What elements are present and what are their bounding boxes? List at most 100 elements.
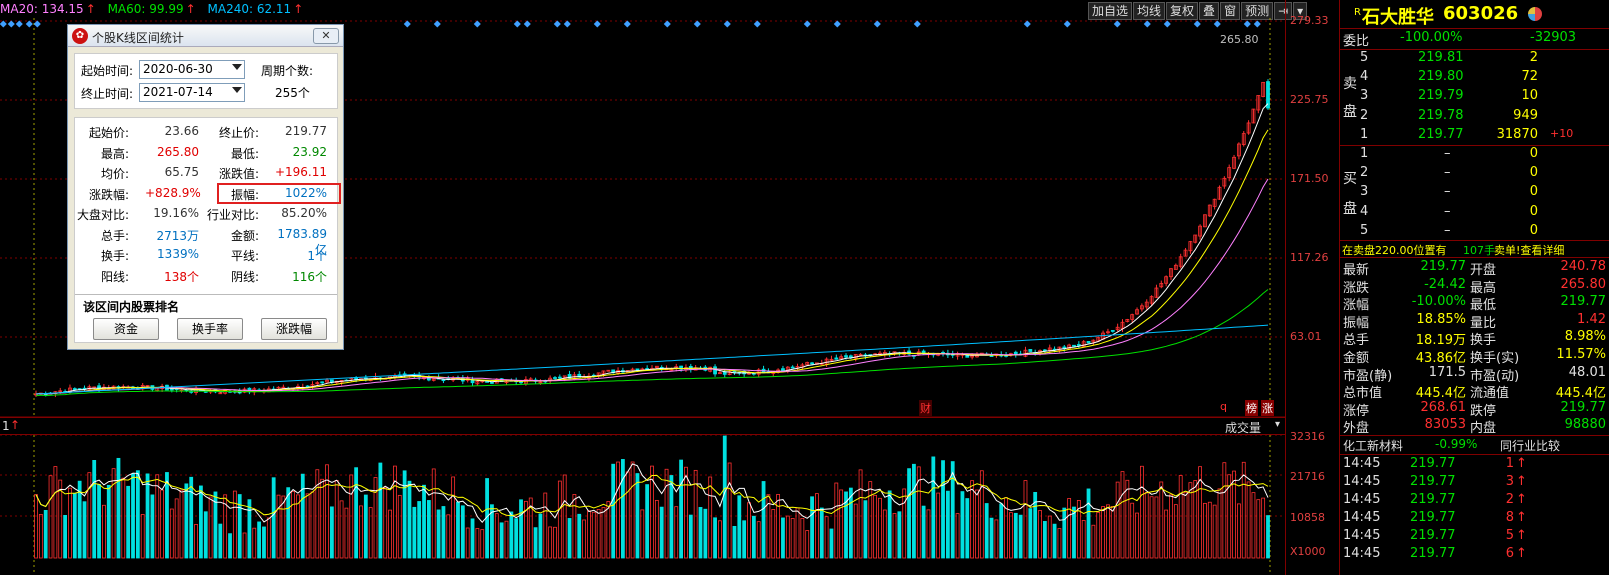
pie-chart-icon[interactable] [1528,7,1542,21]
volume-bar [863,500,868,559]
volume-bar [300,473,305,559]
finance-marker[interactable]: 财 [919,400,932,416]
ma-lines-button[interactable]: 均线 [1133,2,1166,20]
event-markers [0,20,1261,28]
volume-bar [397,494,402,559]
candle-body [1207,204,1212,217]
volume-indicator-label[interactable]: 成交量 [1225,421,1262,435]
buy-order-row[interactable]: 5 – 0 [1340,223,1609,243]
sell-order-row[interactable]: 5 219.81 2 [1340,50,1609,70]
price-chart[interactable] [0,18,1339,418]
stat-label: 换手: [100,249,129,263]
window-button[interactable]: 窗 [1220,2,1241,20]
quote-label: 跌停 [1470,403,1497,419]
candle-body [596,372,601,376]
industry-name[interactable]: 化工新材料 [1343,439,1404,453]
volume-dropdown-icon[interactable]: ▾ [1275,419,1281,430]
volume-bar [451,476,456,559]
candle-body [1130,314,1135,320]
rank-turnover-button[interactable]: 换手率 [177,318,243,340]
candle-body [1198,225,1202,237]
price: 219.79 [1418,88,1464,104]
sell-order-row[interactable]: 1 219.77 31870 +10 [1340,127,1609,147]
volume-bar [291,491,295,559]
volume-bar [984,503,989,559]
quote-value: 98880 [1564,417,1606,433]
forecast-button[interactable]: 预测 [1241,2,1274,20]
volume-bar [562,474,567,559]
event-marker [7,20,15,28]
tick-time: 14:45 [1343,510,1381,525]
candle-body [1266,81,1270,109]
q-marker[interactable]: q [1220,400,1227,413]
overlay-button[interactable]: 叠 [1199,2,1220,20]
industry-pct: -0.99% [1435,437,1478,451]
volume-bar [718,520,722,559]
level: 4 [1360,203,1369,219]
buy-order-row[interactable]: 4 – 0 [1340,204,1609,224]
volume-bar [519,499,523,559]
candle-body [1047,347,1052,351]
adjust-price-button[interactable]: 复权 [1166,2,1199,20]
close-button[interactable]: ✕ [313,28,339,44]
buy-order-row[interactable]: 1 – 0 [1340,146,1609,166]
volume-bar [426,500,431,559]
volume-bar [897,511,902,559]
volume-chart[interactable] [0,435,1339,575]
quote-value: 1.42 [1577,311,1606,327]
candle-body [490,382,494,384]
volume-bar [368,507,373,559]
up-arrow-icon: ↑ [1516,528,1527,543]
tick-price: 219.77 [1410,456,1456,471]
sell-order-row[interactable]: 3 219.79 10 [1340,88,1609,108]
sell-order-row[interactable]: 4 219.80 72 [1340,69,1609,89]
volume-bar [237,494,242,559]
volume-bar [858,469,863,559]
volume-bar [538,513,543,559]
event-marker [833,20,841,28]
industry-row[interactable]: 化工新材料 -0.99% 同行业比较 [1340,436,1609,454]
limit-up-marker[interactable]: 涨 [1261,400,1274,416]
add-favorite-button[interactable]: 加自选 [1088,2,1133,20]
rank-change-button[interactable]: 涨跌幅 [261,318,327,340]
quote-label: 市盈(静) [1343,368,1393,384]
sell-order-row[interactable]: 2 219.78 949 [1340,108,1609,128]
quote-label: 振幅 [1343,315,1370,331]
notice-text: 在卖盘220.00位置有 [1342,244,1447,257]
rank-fund-button[interactable]: 资金 [93,318,159,340]
buy-order-row[interactable]: 3 – 0 [1340,184,1609,204]
volume-bar [1169,494,1173,559]
stat-value: 138个 [164,269,199,284]
dialog-titlebar[interactable]: ✿ 个股K线区间统计 ✕ [68,25,343,47]
volume-bar [679,459,684,559]
notice-link[interactable]: 卖单!查看详细 [1494,244,1565,257]
event-marker [1213,20,1221,28]
stat-label: 金额: [230,228,259,243]
candle-body [1236,143,1241,157]
ma-legend: MA20: 134.15 ↑ MA60: 99.99 ↑ MA240: 62.11 ↑ [0,0,1285,18]
stat-label: 总手: [100,228,129,243]
candle-body [1232,156,1236,169]
pin-icon[interactable]: ⇥ [1274,2,1293,20]
buy-order-row[interactable]: 2 – 0 [1340,165,1609,185]
volume-bar [1106,504,1110,559]
ma20-label: MA20: 134.15 [0,2,84,16]
volume-bar [737,495,742,559]
rank-marker[interactable]: 榜 [1245,400,1258,416]
tick-volume: 8 [1505,510,1514,525]
tick-time: 14:45 [1343,492,1381,507]
dropdown-icon[interactable]: ▾ [1293,2,1308,20]
order-notice[interactable]: 在卖盘220.00位置有 107手 卖单!查看详细 [1340,241,1609,261]
volume-bar [567,518,572,559]
start-date-select[interactable]: 2020-06-30 [139,60,245,79]
volume-bar [1009,512,1013,559]
candle-body [834,357,839,360]
end-date-select[interactable]: 2021-07-14 [139,83,245,102]
period-count-label: 周期个数: [261,64,314,78]
volume-bar [722,435,727,559]
candle-body [654,365,659,369]
price-axis-tick: 171.50 [1290,172,1329,185]
event-marker [723,20,731,28]
event-marker [403,20,411,28]
industry-compare-link[interactable]: 同行业比较 [1500,439,1561,453]
